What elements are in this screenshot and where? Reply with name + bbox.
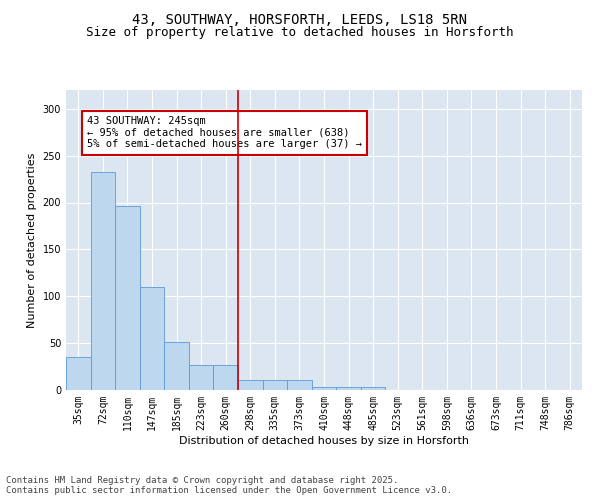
Bar bbox=[140, 287, 164, 390]
Bar bbox=[263, 380, 287, 390]
Text: 43 SOUTHWAY: 245sqm
← 95% of detached houses are smaller (638)
5% of semi-detach: 43 SOUTHWAY: 245sqm ← 95% of detached ho… bbox=[87, 116, 362, 150]
Bar bbox=[66, 357, 91, 390]
Text: Contains HM Land Registry data © Crown copyright and database right 2025.
Contai: Contains HM Land Registry data © Crown c… bbox=[6, 476, 452, 495]
X-axis label: Distribution of detached houses by size in Horsforth: Distribution of detached houses by size … bbox=[179, 436, 469, 446]
Bar bbox=[214, 364, 238, 390]
Bar bbox=[287, 380, 312, 390]
Text: Size of property relative to detached houses in Horsforth: Size of property relative to detached ho… bbox=[86, 26, 514, 39]
Text: 43, SOUTHWAY, HORSFORTH, LEEDS, LS18 5RN: 43, SOUTHWAY, HORSFORTH, LEEDS, LS18 5RN bbox=[133, 12, 467, 26]
Bar bbox=[91, 172, 115, 390]
Bar bbox=[164, 342, 189, 390]
Bar bbox=[189, 364, 214, 390]
Bar bbox=[336, 387, 361, 390]
Bar bbox=[115, 206, 140, 390]
Bar bbox=[238, 380, 263, 390]
Y-axis label: Number of detached properties: Number of detached properties bbox=[27, 152, 37, 328]
Bar bbox=[361, 387, 385, 390]
Bar bbox=[312, 387, 336, 390]
